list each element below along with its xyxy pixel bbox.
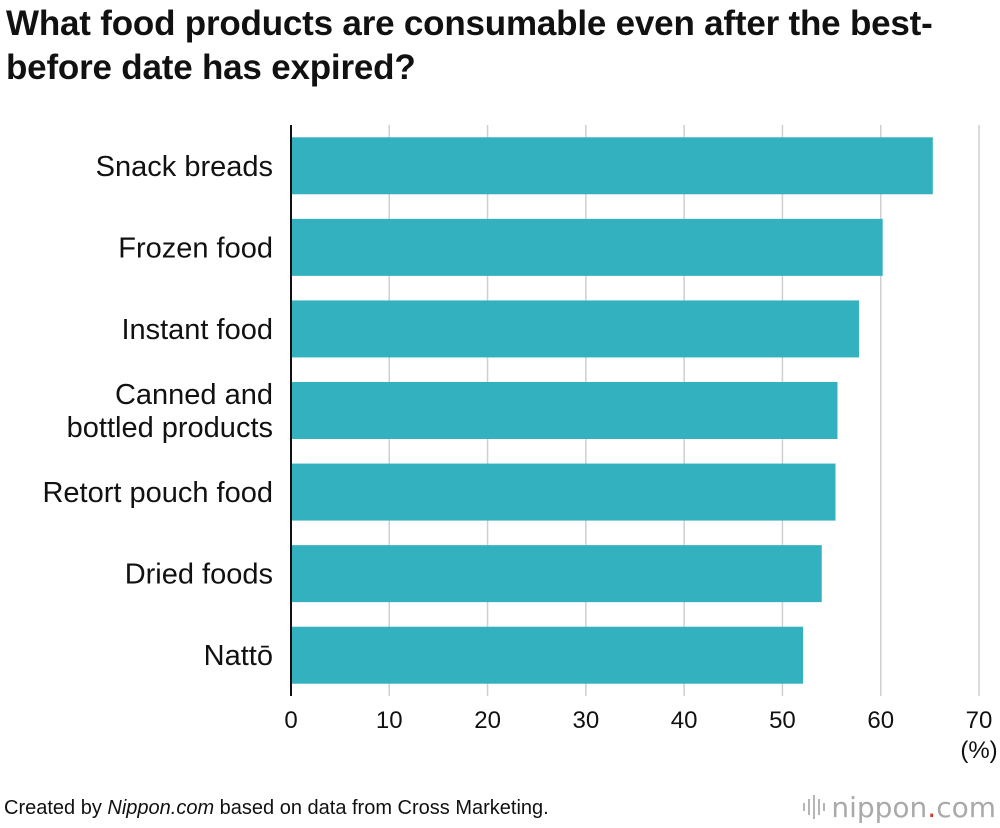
x-unit-label: (%)	[960, 737, 997, 764]
x-tick-label: 30	[573, 707, 600, 734]
x-tick-label: 10	[376, 707, 403, 734]
bar	[291, 463, 836, 521]
brand-text: nippon.com	[831, 790, 996, 824]
bar	[291, 382, 838, 439]
category-label: Frozen food	[118, 232, 273, 264]
source-suffix: based on data from Cross Marketing.	[214, 797, 549, 819]
bar	[291, 300, 860, 358]
x-tick-label: 20	[474, 707, 501, 734]
x-tick-label: 60	[867, 707, 894, 734]
x-tick-label: 70	[966, 707, 993, 734]
category-label: Canned and bottled products	[67, 379, 273, 444]
x-tick-label: 0	[284, 707, 297, 734]
bar	[291, 626, 804, 684]
soundwave-icon	[803, 795, 826, 819]
bar	[291, 137, 933, 195]
category-label: Nattō	[204, 640, 273, 672]
source-name: Nippon.com	[107, 797, 215, 819]
x-tick-label: 40	[671, 707, 698, 734]
source-note: Created by Nippon.com based on data from…	[4, 795, 549, 821]
nippon-logo: nippon.com	[803, 790, 996, 824]
category-label: Instant food	[121, 314, 273, 346]
category-label: Retort pouch food	[42, 477, 273, 509]
category-label: Dried foods	[125, 559, 273, 591]
chart-title: What food products are consumable even a…	[6, 4, 933, 87]
category-label: Snack breads	[96, 151, 273, 183]
source-prefix: Created by	[4, 797, 108, 819]
bar	[291, 545, 822, 603]
x-tick-label: 50	[769, 707, 796, 734]
bar	[291, 218, 883, 276]
